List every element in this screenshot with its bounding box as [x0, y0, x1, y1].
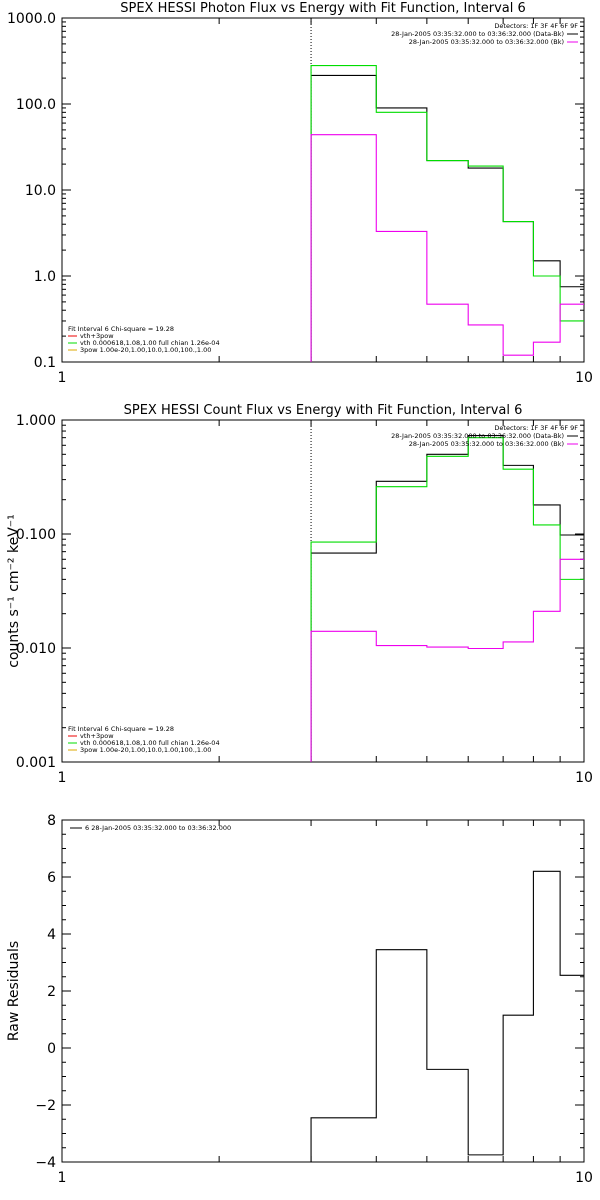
x-tick-label: 10: [575, 370, 593, 386]
plot-frame: [61, 819, 585, 1163]
series-3: [310, 558, 584, 762]
series-step-line: [310, 870, 584, 1162]
y-tick-label: 1.000: [16, 413, 56, 429]
y-tick-label: 0.010: [16, 641, 56, 657]
series-step-line: [310, 134, 584, 362]
y-tick-label: 0: [47, 1041, 56, 1057]
legend-entry: vth+3pow: [80, 332, 114, 340]
y-tick-label: 0.001: [16, 755, 56, 771]
y-axis-label: Raw Residuals: [6, 941, 22, 1041]
series-1: [310, 435, 584, 762]
x-tick-label: 1: [58, 1170, 67, 1186]
legend-entry: vth 0.000618,1.08,1.00 full chian 1.26e-…: [80, 739, 220, 747]
x-tick-label: 1: [58, 770, 67, 786]
series-step-line: [310, 435, 584, 762]
y-tick-label: 0.1: [34, 355, 56, 371]
y-tick-label: 1.0: [34, 269, 56, 285]
series-step-line: [310, 74, 584, 362]
legend-entry: Fit Interval 6 Chi-square = 19.28: [68, 725, 174, 733]
legend-entry: Fit Interval 6 Chi-square = 19.28: [68, 325, 174, 333]
chart-panel-1: SPEX HESSI Photon Flux vs Energy with Fi…: [7, 1, 593, 386]
chart-panel-2: SPEX HESSI Count Flux vs Energy with Fit…: [6, 403, 593, 786]
y-tick-label: 2: [47, 984, 56, 1000]
series-3: [310, 134, 584, 362]
y-tick-label: −4: [35, 1155, 56, 1171]
legend-bottom: Fit Interval 6 Chi-square = 19.28vth+3po…: [68, 725, 220, 754]
x-tick-label: 1: [58, 370, 67, 386]
legend-entry: 6 28-Jan-2005 03:35:32.000 to 03:36:32.0…: [85, 824, 231, 832]
legend-entry: 28-Jan-2005 03:35:32.000 to 03:36:32.000…: [409, 440, 564, 448]
plot-frame: [61, 419, 585, 763]
series-1: [310, 870, 584, 1162]
y-tick-label: 100.0: [16, 97, 56, 113]
y-tick-label: −2: [35, 1098, 56, 1114]
y-tick-label: 1000.0: [7, 11, 56, 27]
x-tick-label: 10: [575, 770, 593, 786]
legend-entry: 28-Jan-2005 03:35:32.000 to 03:36:32.000…: [391, 30, 564, 38]
y-tick-label: 0.100: [16, 527, 56, 543]
chart-title: SPEX HESSI Photon Flux vs Energy with Fi…: [120, 1, 526, 16]
series-2: [310, 64, 584, 362]
legend-entry: 28-Jan-2005 03:35:32.000 to 03:36:32.000…: [409, 38, 564, 46]
y-axis-label: counts s⁻¹ cm⁻² keV⁻¹: [6, 514, 22, 668]
legend-entry: vth 0.000618,1.08,1.00 full chian 1.26e-…: [80, 339, 220, 347]
y-tick-label: 10.0: [25, 183, 56, 199]
series-step-line: [310, 64, 584, 362]
legend-entry: Detectors: 1F 3F 4F 6F 9F: [494, 22, 578, 30]
legend-entry: vth+3pow: [80, 732, 114, 740]
y-tick-label: 6: [47, 870, 56, 886]
legend-entry: 3pow 1.00e-20,1.00,10.0,1.00,100.,1.00: [80, 346, 211, 354]
legend-entry: 28-Jan-2005 03:35:32.000 to 03:36:32.000…: [391, 432, 564, 440]
legend-entry: 3pow 1.00e-20,1.00,10.0,1.00,100.,1.00: [80, 746, 211, 754]
legend-entry: Detectors: 1F 3F 4F 6F 9F: [494, 424, 578, 432]
series-step-line: [310, 437, 584, 762]
chart-panel-3: −4 −2 0 2 4 6 8 1 10 Raw Residuals 6 28-Jan-2005 0…: [6, 813, 593, 1186]
y-tick-label: 8: [47, 813, 56, 829]
chart-title: SPEX HESSI Count Flux vs Energy with Fit…: [124, 403, 523, 418]
x-tick-label: 10: [575, 1170, 593, 1186]
series-step-line: [310, 558, 584, 762]
plot-frame: [61, 17, 585, 363]
series-2: [310, 437, 584, 762]
legend-bottom: Fit Interval 6 Chi-square = 19.28vth+3po…: [68, 325, 220, 354]
series-1: [310, 74, 584, 362]
legend-top: 6 28-Jan-2005 03:35:32.000 to 03:36:32.0…: [70, 824, 231, 832]
y-tick-label: 4: [47, 927, 56, 943]
